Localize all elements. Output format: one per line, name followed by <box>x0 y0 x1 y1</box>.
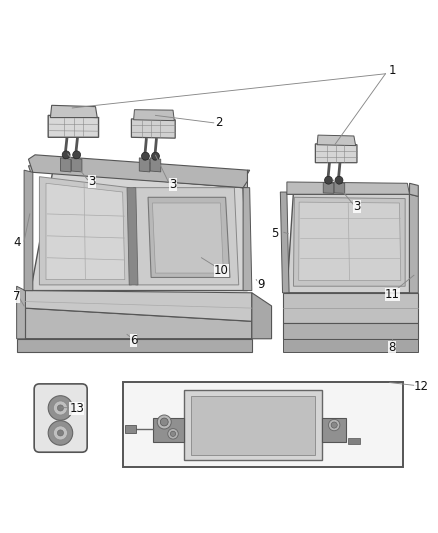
Text: 10: 10 <box>214 263 229 277</box>
Text: 2: 2 <box>215 116 223 130</box>
Polygon shape <box>410 194 418 293</box>
Polygon shape <box>287 192 410 293</box>
Polygon shape <box>127 188 138 285</box>
Circle shape <box>57 405 64 411</box>
Bar <box>125 425 136 433</box>
Circle shape <box>328 419 340 431</box>
Circle shape <box>48 421 73 445</box>
Polygon shape <box>317 135 356 146</box>
Polygon shape <box>152 203 223 273</box>
Circle shape <box>53 426 67 440</box>
Polygon shape <box>148 197 230 278</box>
Polygon shape <box>139 158 150 172</box>
Polygon shape <box>243 188 252 290</box>
Polygon shape <box>150 158 161 172</box>
Circle shape <box>53 401 67 415</box>
Polygon shape <box>334 182 345 193</box>
Circle shape <box>325 176 332 184</box>
Circle shape <box>160 418 168 426</box>
Text: 11: 11 <box>385 288 399 302</box>
Polygon shape <box>283 339 418 352</box>
Polygon shape <box>287 183 418 197</box>
Text: 3: 3 <box>170 177 177 191</box>
Polygon shape <box>60 158 71 172</box>
Polygon shape <box>39 177 131 285</box>
Polygon shape <box>48 115 99 138</box>
Polygon shape <box>287 182 410 194</box>
Text: 12: 12 <box>414 381 429 393</box>
Polygon shape <box>323 182 334 193</box>
Text: 1: 1 <box>388 64 396 77</box>
Polygon shape <box>46 183 125 280</box>
Polygon shape <box>71 158 82 172</box>
Polygon shape <box>131 119 175 138</box>
Bar <box>348 438 360 444</box>
Polygon shape <box>134 188 239 285</box>
Circle shape <box>331 422 337 428</box>
Text: 7: 7 <box>13 290 21 303</box>
Polygon shape <box>283 324 418 339</box>
Polygon shape <box>25 290 252 321</box>
Circle shape <box>168 429 178 439</box>
Text: 3: 3 <box>353 200 360 213</box>
Text: 5: 5 <box>272 227 279 240</box>
Circle shape <box>48 395 73 420</box>
Circle shape <box>157 415 171 429</box>
Text: 13: 13 <box>69 402 84 415</box>
Circle shape <box>152 152 159 160</box>
Polygon shape <box>299 202 401 280</box>
FancyBboxPatch shape <box>34 384 87 452</box>
Circle shape <box>62 151 70 159</box>
Bar <box>123 382 403 467</box>
Polygon shape <box>184 390 322 460</box>
Polygon shape <box>25 308 252 339</box>
Text: 4: 4 <box>13 236 21 249</box>
Circle shape <box>170 431 176 437</box>
Polygon shape <box>191 395 315 455</box>
Polygon shape <box>50 106 97 118</box>
Polygon shape <box>134 110 174 120</box>
Text: 3: 3 <box>88 175 95 188</box>
Polygon shape <box>28 166 250 188</box>
Polygon shape <box>17 339 252 352</box>
Text: 6: 6 <box>130 335 138 348</box>
Polygon shape <box>24 170 33 290</box>
Polygon shape <box>280 192 289 293</box>
Circle shape <box>335 176 343 184</box>
Polygon shape <box>252 293 272 339</box>
Polygon shape <box>28 155 247 188</box>
Polygon shape <box>17 286 25 339</box>
Polygon shape <box>283 293 418 324</box>
Circle shape <box>57 430 64 436</box>
Polygon shape <box>315 144 357 163</box>
Circle shape <box>73 151 81 159</box>
Polygon shape <box>31 172 247 290</box>
Circle shape <box>141 152 149 160</box>
Text: 9: 9 <box>257 278 265 290</box>
Polygon shape <box>293 197 405 286</box>
Polygon shape <box>153 418 184 442</box>
Polygon shape <box>322 418 346 442</box>
Text: 8: 8 <box>389 341 396 354</box>
